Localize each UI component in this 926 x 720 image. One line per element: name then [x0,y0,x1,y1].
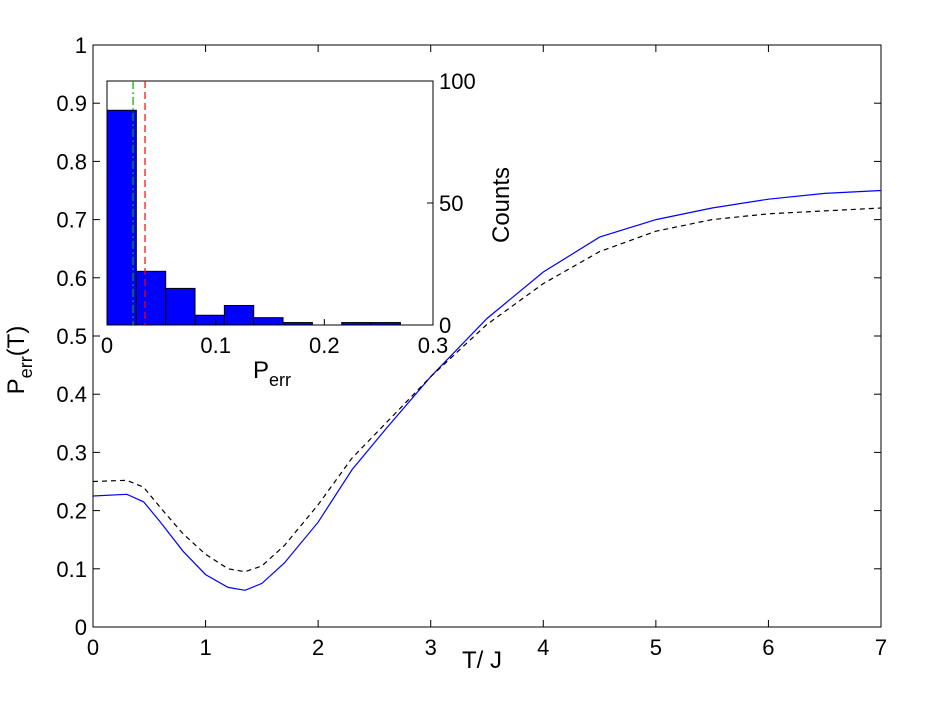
inset-x-ticks: 0 0.1 0.2 0.3 [101,319,448,358]
main-y-tick-label: 1 [75,33,87,58]
inset-y-tick-label: 50 [439,191,463,216]
main-y-tick-label: 0.9 [56,91,87,116]
inset-histogram-bar [194,314,225,326]
main-x-tick-label: 6 [762,635,774,660]
inset-x-label-main: P [253,357,269,384]
inset-y-axis-label: Counts [488,167,515,243]
main-series [92,189,882,591]
inset-histogram-bar [165,287,196,326]
main-y-tick-label: 0.4 [56,382,87,407]
main-y-tick-label: 0 [75,615,87,640]
main-x-ticks: 0 1 2 3 4 5 6 7 [87,45,887,660]
main-x-tick-label: 2 [312,635,324,660]
main-x-tick-label: 1 [199,635,211,660]
main-y-label-main: P [3,378,30,394]
inset-x-axis-label: Perr [253,357,291,390]
main-x-tick-label: 5 [650,635,662,660]
inset-histogram-bar [106,109,137,326]
main-x-tick-label: 4 [537,635,549,660]
inset-histogram-bar [135,270,167,326]
inset-y-tick-label: 100 [439,69,476,94]
main-x-tick-label: 3 [425,635,437,660]
main-y-tick-label: 0.5 [56,324,87,349]
inset-histogram-bar [370,322,401,326]
main-y-tick-label: 0.3 [56,440,87,465]
inset-histogram-bar [223,304,255,326]
main-y-tick-label: 0.2 [56,499,87,524]
inset-x-label-sub: err [269,370,291,390]
inset-x-tick-label: 0 [101,333,113,358]
main-y-ticks: 0 0.1 0.2 0.3 0.4 0.5 0.6 0.7 0.8 0.9 1 [56,33,881,640]
inset-histogram-bar [282,322,313,326]
main-series-solid-line [92,189,882,591]
inset-histogram-bar [341,322,372,326]
main-y-tick-label: 0.8 [56,149,87,174]
main-y-tick-label: 0.6 [56,266,87,291]
inset-x-tick-label: 0.1 [200,333,231,358]
inset-x-tick-label: 0.3 [418,333,449,358]
main-y-label-suffix: (T) [3,326,30,357]
inset-y-tick-label: 0 [439,313,451,338]
inset-y-ticks: 0 50 100 [427,69,476,338]
main-y-tick-label: 0.7 [56,208,87,233]
main-x-tick-label: 7 [875,635,887,660]
inset-x-tick-label: 0.2 [309,333,340,358]
main-x-axis-label: T/ J [462,647,502,674]
main-x-tick-label: 0 [87,635,99,660]
inset-bars [106,109,401,326]
inset-histogram-bar [253,317,284,326]
inset-plot: 0 0.1 0.2 0.3 0 50 100 Perr Counts [101,69,515,390]
main-y-label-sub: err [16,356,36,378]
main-y-axis-label: Perr(T) [3,326,36,395]
main-series-dashed-line [92,207,882,573]
main-y-tick-label: 0.1 [56,557,87,582]
inset-reference-lines [132,81,146,325]
